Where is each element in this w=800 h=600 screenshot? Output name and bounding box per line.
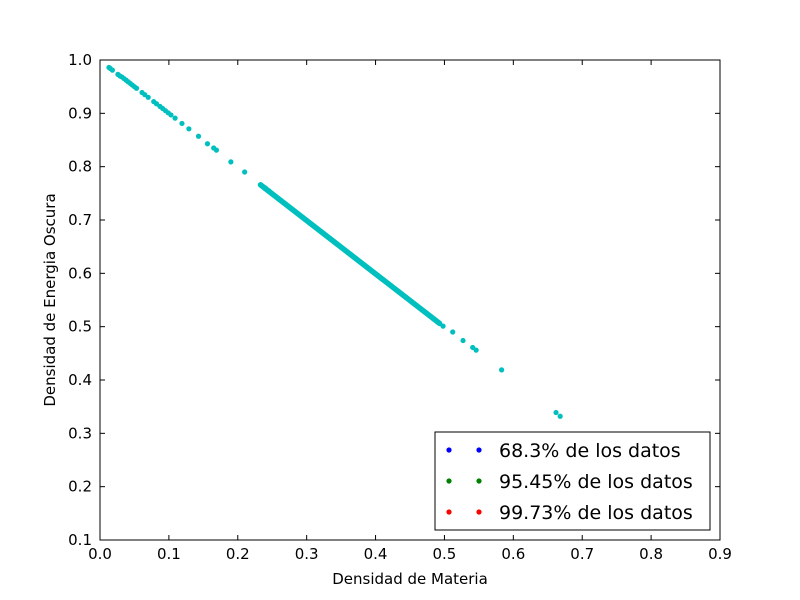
data-point	[499, 367, 505, 373]
legend-marker	[476, 509, 482, 515]
x-axis-label: Densidad de Materia	[332, 570, 488, 588]
y-axis-label: Densidad de Energia Oscura	[41, 193, 59, 406]
data-point	[172, 115, 178, 121]
x-tick-label: 0.9	[708, 545, 732, 563]
legend: 68.3% de los datos 95.45% de los datos 99.…	[434, 431, 711, 531]
x-tick-label: 0.0	[88, 545, 112, 563]
data-point	[266, 188, 272, 194]
data-point	[179, 120, 185, 127]
tick-labels: 0.0 0.1 0.2 0.3 0.4 0.5 0.6 0.7 0.8 0.90.10.20.30…	[68, 51, 732, 563]
data-point	[460, 337, 466, 344]
data-point	[145, 94, 151, 100]
legend-marker	[446, 509, 452, 515]
y-tick-label: 0.8	[68, 158, 92, 176]
data-point	[450, 329, 456, 335]
y-tick-label: 0.4	[68, 371, 92, 389]
plot-frame	[99, 59, 721, 541]
data-point	[109, 67, 115, 73]
legend-label: 99.73% de los datos	[499, 502, 693, 524]
data-points	[106, 64, 563, 419]
y-tick-label: 0.1	[68, 531, 92, 549]
y-tick-label: 0.6	[68, 264, 92, 282]
data-point	[186, 126, 192, 132]
data-point	[213, 147, 220, 153]
legend-marker	[476, 447, 482, 453]
y-tick-label: 0.2	[68, 478, 92, 496]
x-tick-label: 0.8	[639, 545, 663, 563]
x-tick-label: 0.4	[364, 545, 388, 563]
legend-label: 68.3% de los datos	[499, 440, 681, 462]
legend-marker	[446, 447, 452, 453]
y-tick-label: 0.9	[68, 104, 92, 122]
x-tick-label: 0.3	[295, 545, 319, 563]
dense-point-band	[257, 182, 443, 327]
data-point	[557, 413, 563, 419]
x-tick-label: 0.6	[501, 545, 525, 563]
x-tick-label: 0.7	[570, 545, 594, 563]
x-tick-label: 0.2	[226, 545, 250, 563]
legend-marker	[446, 478, 452, 484]
data-point	[228, 159, 234, 165]
data-point	[473, 347, 479, 353]
x-tick-label: 0.1	[157, 545, 181, 563]
legend-entries: 68.3% de los datos 95.45% de los datos 99.…	[446, 440, 693, 524]
legend-marker	[476, 478, 482, 484]
legend-label: 95.45% de los datos	[499, 471, 693, 493]
data-point	[553, 409, 559, 416]
data-point	[195, 133, 202, 139]
data-point	[204, 141, 211, 147]
data-point	[168, 112, 174, 118]
data-point	[440, 323, 446, 329]
data-point	[242, 169, 248, 175]
y-tick-label: 1.0	[68, 51, 92, 69]
data-point	[133, 85, 140, 91]
data-point	[257, 182, 264, 188]
y-tick-label: 0.7	[68, 211, 92, 229]
y-tick-label: 0.3	[68, 424, 92, 442]
y-tick-label: 0.5	[68, 318, 92, 336]
x-tick-label: 0.5	[433, 545, 457, 563]
